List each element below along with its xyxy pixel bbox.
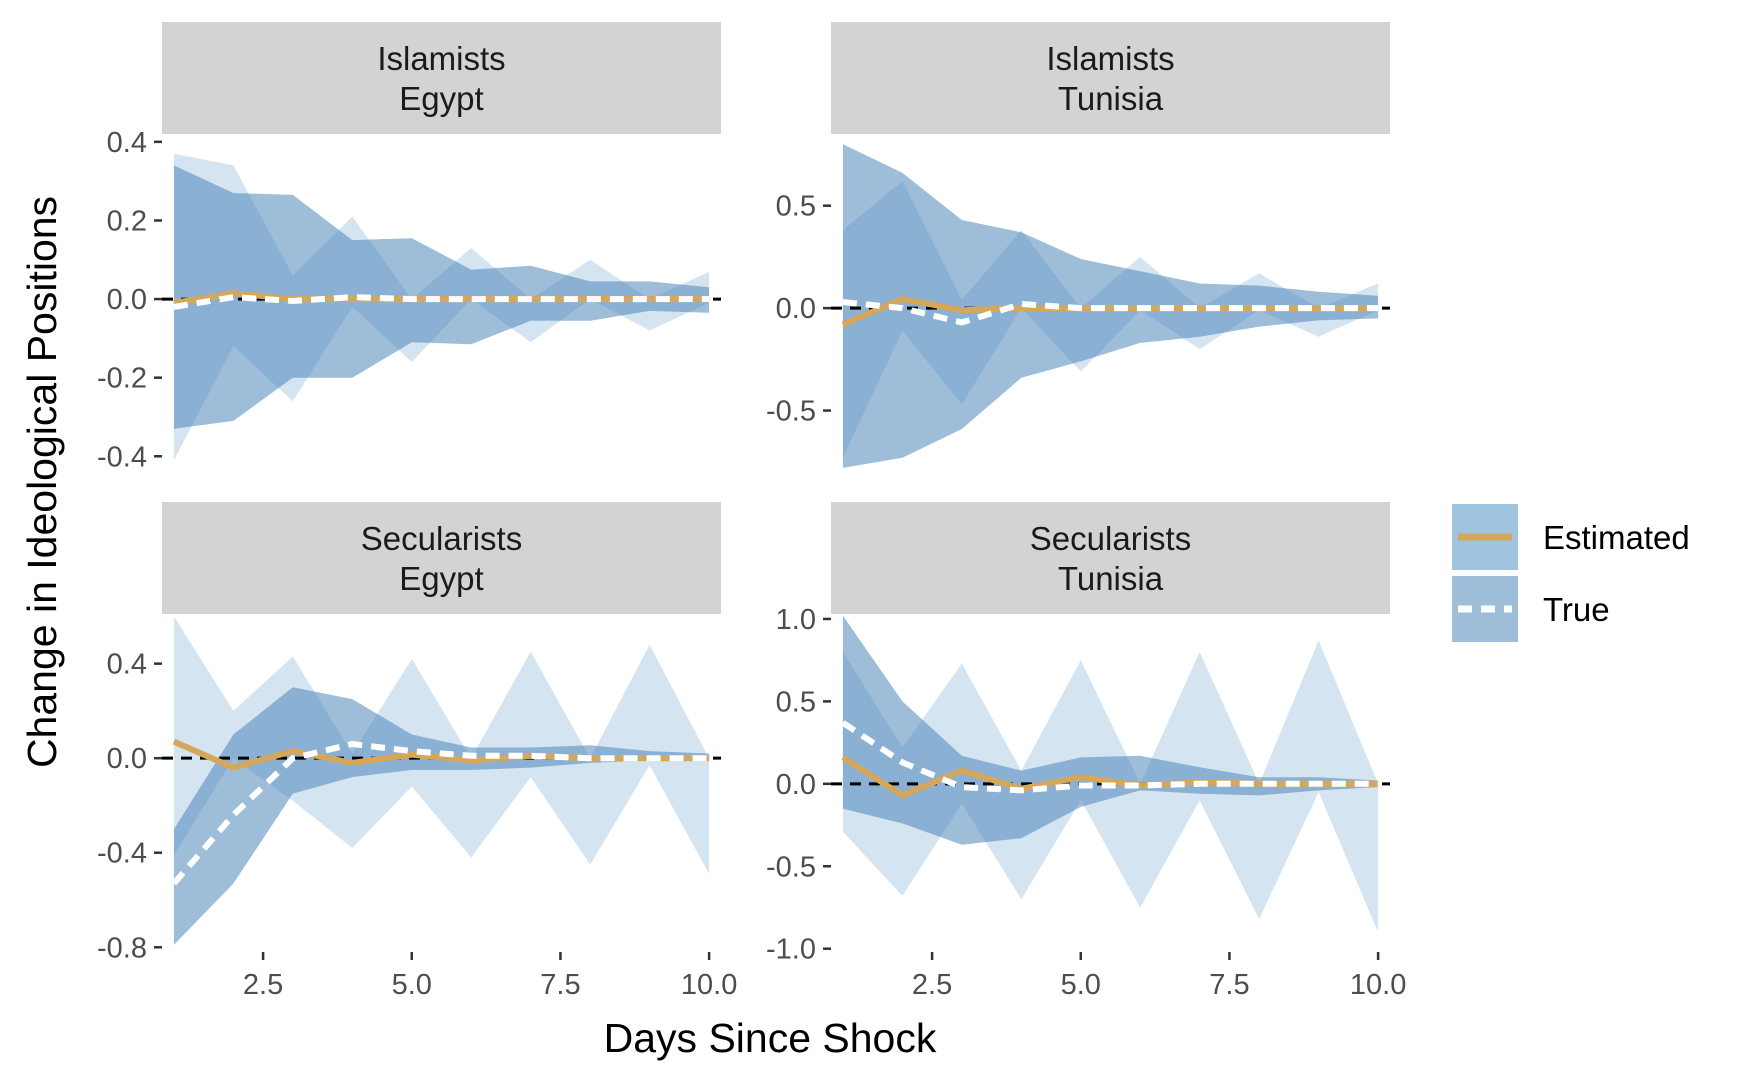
x-tick-label: 2.5	[243, 969, 283, 1001]
y-tick-label: -0.2	[97, 363, 147, 395]
y-tick-label: -0.8	[97, 932, 147, 964]
x-tick-label: 7.5	[1209, 969, 1249, 1001]
y-tick-label: 0.4	[107, 649, 147, 681]
y-tick-label: -0.4	[97, 838, 147, 870]
strip-label: Secularists	[361, 520, 522, 557]
y-tick-label: -0.5	[766, 396, 816, 428]
strip-label: Secularists	[1030, 520, 1191, 557]
y-tick-label: 0.2	[107, 205, 147, 237]
panel-strip	[162, 22, 721, 134]
x-tick-label: 10.0	[1350, 969, 1406, 1001]
y-tick-label: 0.5	[776, 191, 816, 223]
y-tick-label: 0.0	[776, 769, 816, 801]
y-tick-label: 0.0	[107, 743, 147, 775]
legend: Estimated True	[1452, 504, 1690, 642]
x-tick-label: 7.5	[540, 969, 580, 1001]
y-axis-title: Change in Ideological Positions	[19, 196, 65, 768]
panel-strip	[831, 22, 1390, 134]
strip-label: Egypt	[399, 80, 483, 117]
panel-strip	[831, 502, 1390, 614]
y-tick-label: 0.5	[776, 686, 816, 718]
legend-label-true: True	[1543, 591, 1610, 628]
legend-label-estimated: Estimated	[1543, 519, 1690, 556]
x-tick-label: 10.0	[681, 969, 737, 1001]
strip-label: Tunisia	[1058, 80, 1164, 117]
true-line	[171, 741, 710, 886]
x-tick-label: 5.0	[1061, 969, 1101, 1001]
strip-label: Islamists	[1046, 40, 1174, 77]
y-tick-label: 0.0	[107, 284, 147, 316]
strip-label: Tunisia	[1058, 560, 1164, 597]
panel-strip	[162, 502, 721, 614]
y-tick-label: 1.0	[776, 604, 816, 636]
true-line	[173, 294, 710, 310]
y-tick-label: -0.5	[766, 851, 816, 883]
strip-label: Egypt	[399, 560, 483, 597]
y-tick-label: 0.0	[776, 293, 816, 325]
true-line	[841, 720, 1379, 794]
y-tick-label: -0.4	[97, 441, 147, 473]
estimated-line	[172, 738, 710, 771]
x-axis-title: Days Since Shock	[604, 1015, 937, 1061]
x-tick-label: 2.5	[912, 969, 952, 1001]
strip-label: Islamists	[377, 40, 505, 77]
y-tick-label: 0.4	[107, 127, 147, 159]
true-line	[842, 299, 1379, 326]
y-tick-label: -1.0	[766, 934, 816, 966]
panels-layer: IslamistsEgypt-0.4-0.20.00.20.4Islamists…	[97, 22, 1406, 1001]
x-tick-label: 5.0	[392, 969, 432, 1001]
